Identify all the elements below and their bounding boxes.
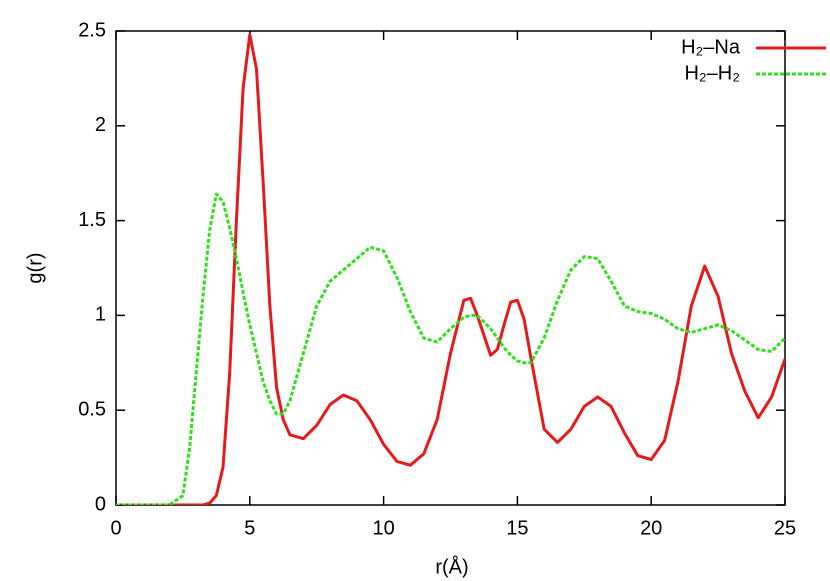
x-tick-label: 5	[244, 517, 255, 539]
y-tick-label: 1.5	[78, 209, 106, 231]
legend-label: H₂–H₂	[684, 62, 740, 84]
x-tick-label: 0	[110, 517, 121, 539]
x-tick-label: 25	[774, 517, 796, 539]
y-tick-label: 2	[95, 114, 106, 136]
data-line	[116, 33, 785, 505]
y-tick-label: 1	[95, 304, 106, 326]
legend-label: H₂–Na	[681, 36, 741, 58]
y-tick-label: 0.5	[78, 398, 106, 420]
y-axis-label: g(r)	[24, 252, 46, 283]
y-tick-label: 2.5	[78, 19, 106, 41]
x-tick-label: 20	[640, 517, 662, 539]
x-tick-label: 10	[372, 517, 394, 539]
plot-frame	[115, 30, 786, 506]
x-tick-label: 15	[506, 517, 528, 539]
x-axis-label: r(Å)	[435, 555, 468, 578]
y-tick-label: 0	[95, 493, 106, 515]
data-line	[116, 192, 785, 505]
